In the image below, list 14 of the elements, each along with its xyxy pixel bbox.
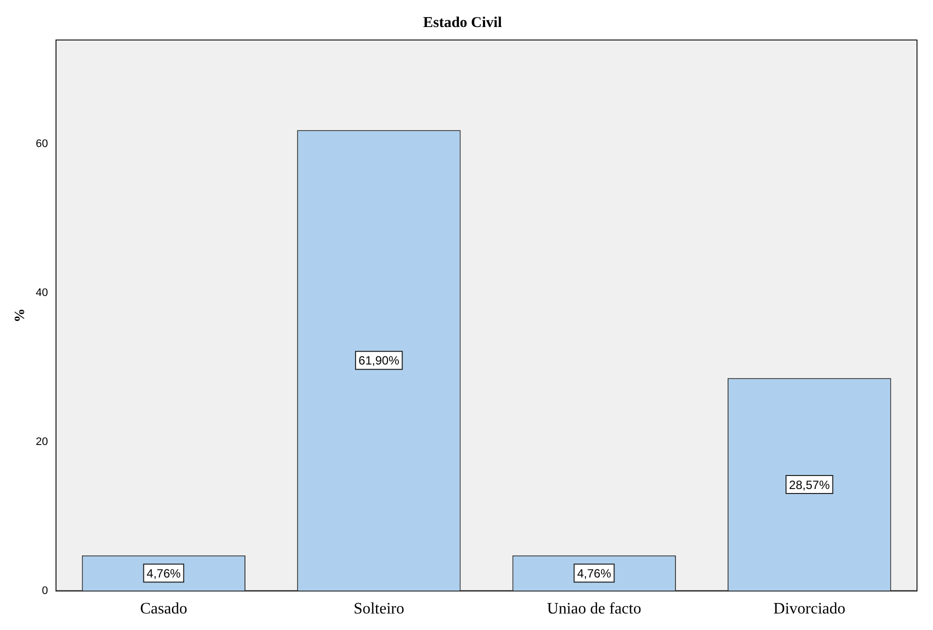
chart-title: Estado Civil xyxy=(423,14,502,31)
x-tick-label: Solteiro xyxy=(354,600,404,618)
y-tick-label: 40 xyxy=(36,287,48,300)
y-tick-label: 0 xyxy=(42,584,48,597)
x-tick-label: Divorciado xyxy=(773,600,846,618)
data-label: 4,76% xyxy=(146,566,181,580)
data-label: 61,90% xyxy=(358,354,400,368)
data-label: 28,57% xyxy=(789,478,830,492)
y-tick-label: 60 xyxy=(36,138,48,150)
x-tick-label: Uniao de facto xyxy=(547,600,642,618)
y-axis-title: % xyxy=(13,308,28,322)
y-tick-label: 20 xyxy=(36,436,48,448)
data-label: 4,76% xyxy=(577,566,612,580)
x-tick-label: Casado xyxy=(140,600,188,618)
